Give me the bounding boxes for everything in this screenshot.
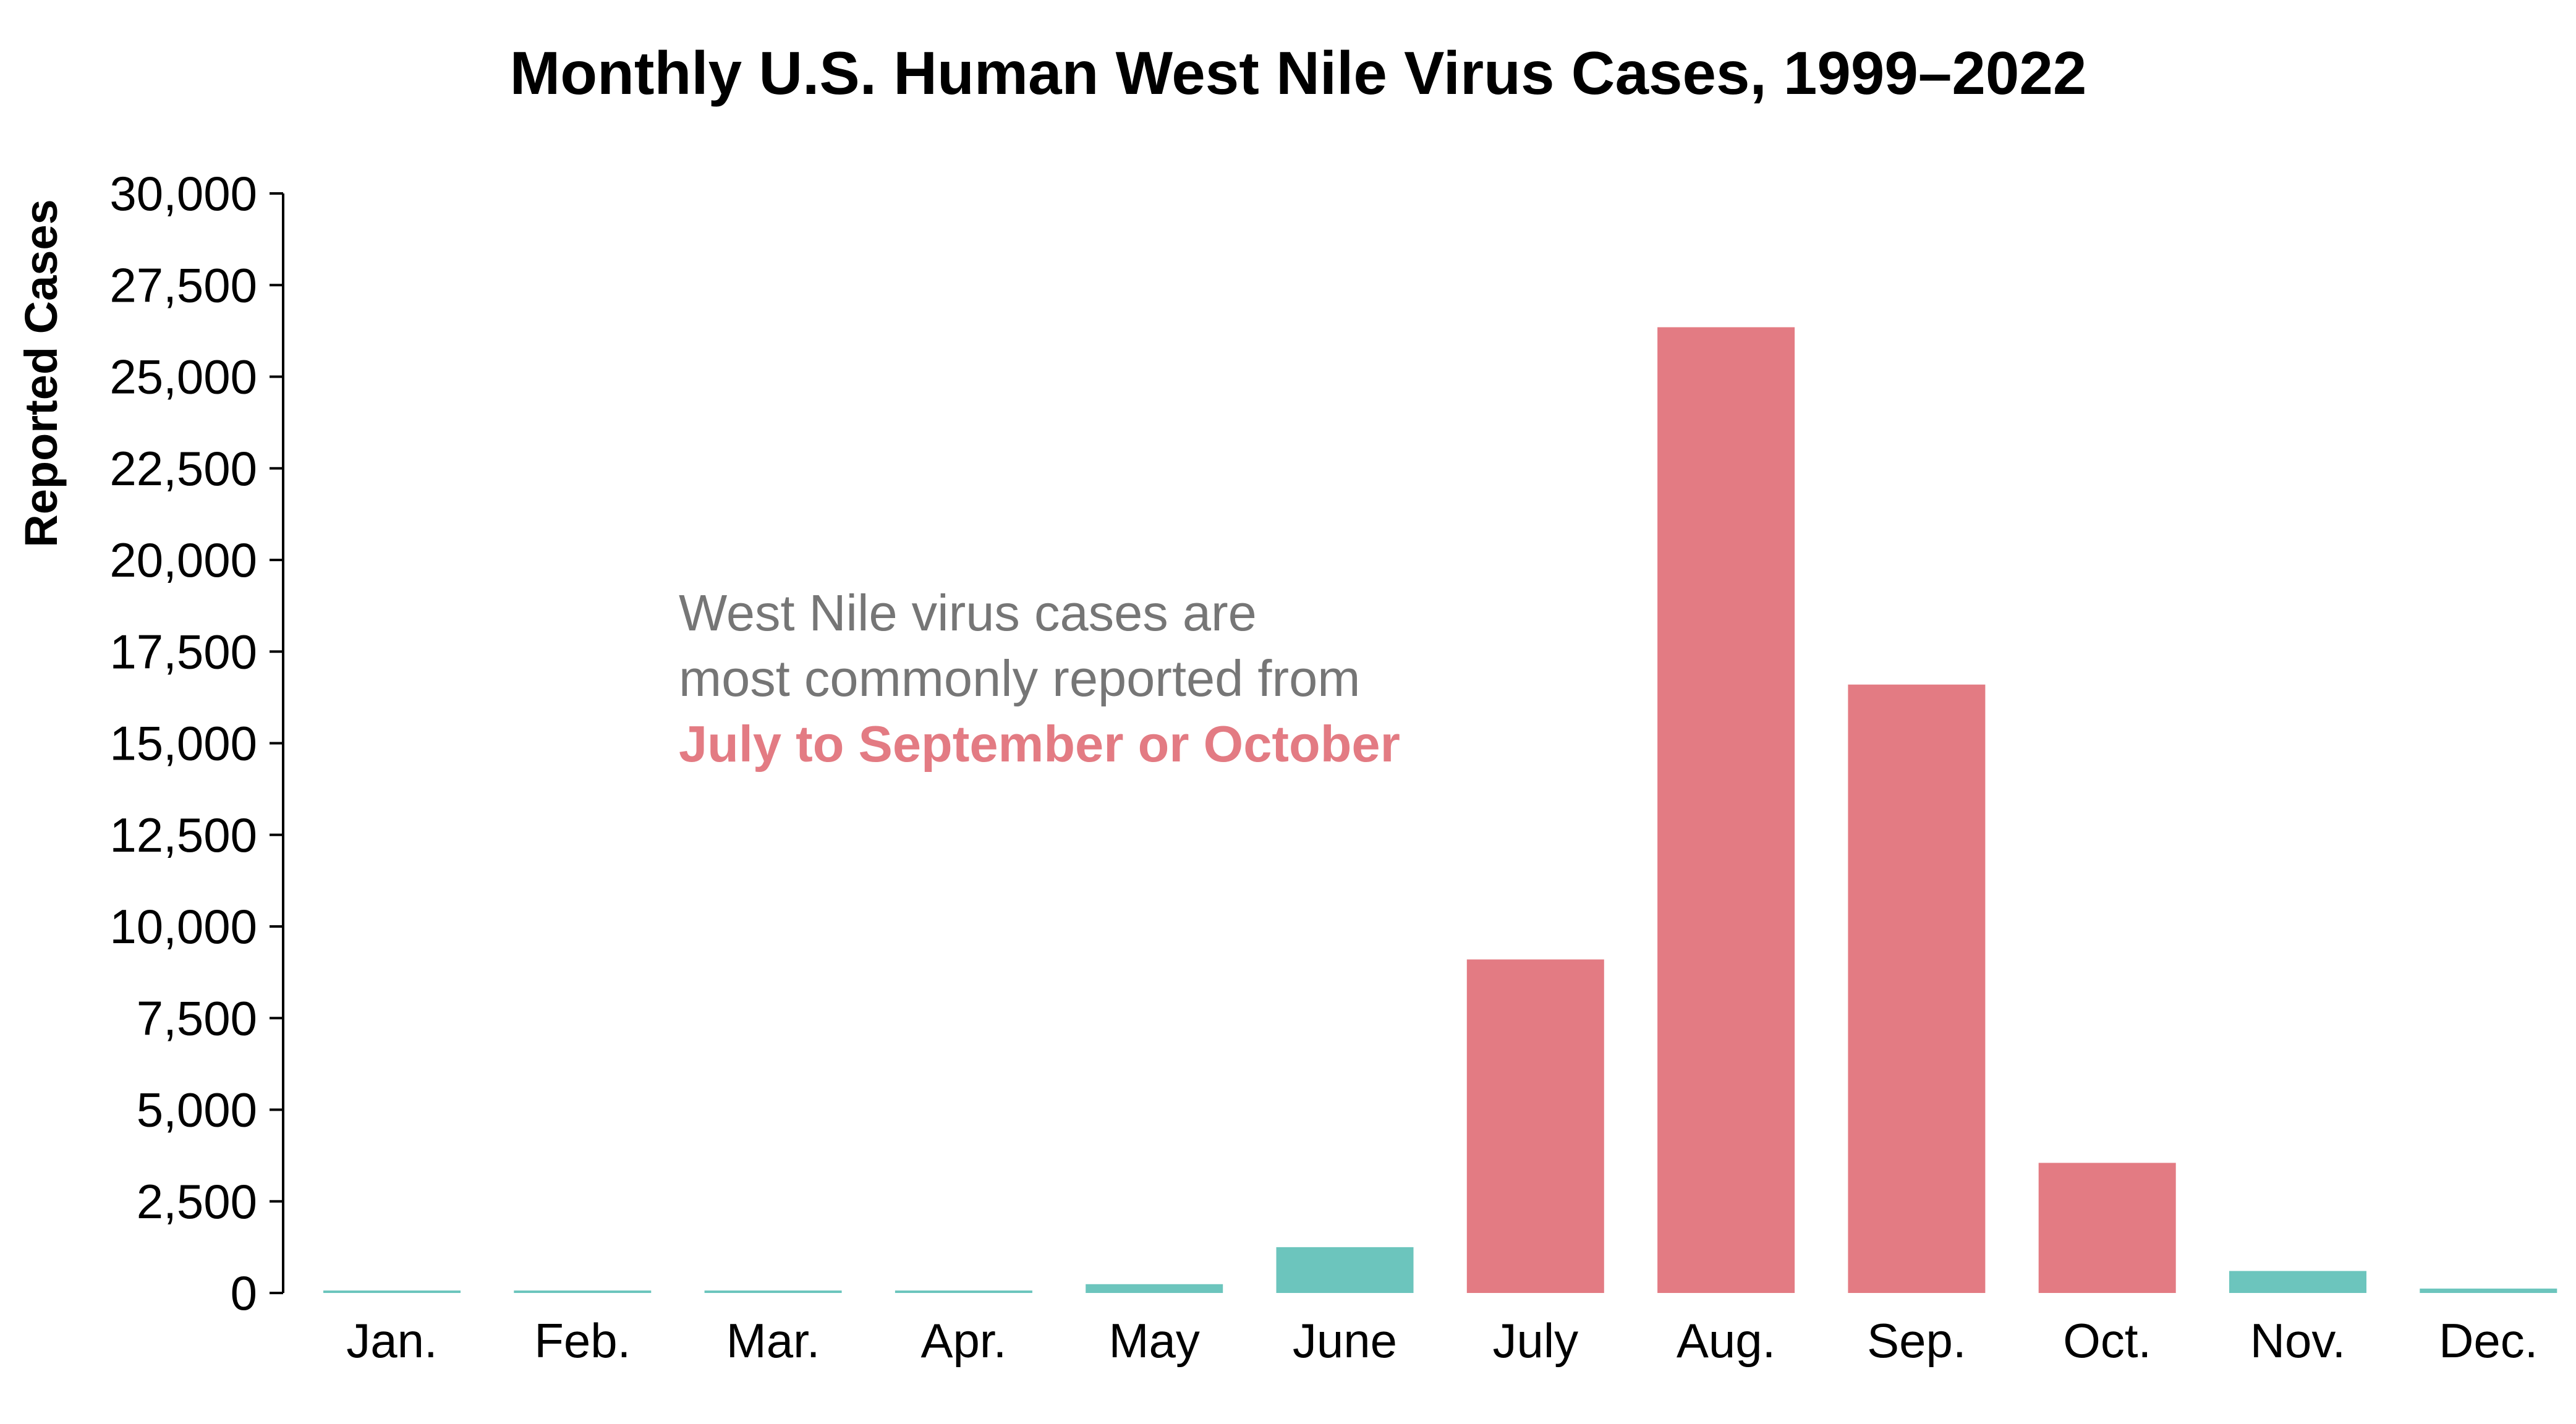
x-tick-label: Oct. <box>2063 1313 2151 1368</box>
bar-1 <box>323 1290 461 1293</box>
bar-5 <box>1086 1284 1223 1293</box>
y-axis-label: Reported Cases <box>15 199 67 547</box>
x-tick-label: June <box>1293 1313 1397 1368</box>
x-tick-label: Dec. <box>2439 1313 2538 1368</box>
x-tick-label: Apr. <box>921 1313 1007 1368</box>
bar-7 <box>1466 959 1604 1293</box>
y-tick-label: 27,500 <box>109 258 257 312</box>
x-tick-label: Jan. <box>346 1313 437 1368</box>
y-tick-label: 22,500 <box>109 441 257 496</box>
bar-2 <box>514 1290 652 1293</box>
x-tick-label: Feb. <box>534 1313 631 1368</box>
y-tick-label: 30,000 <box>109 166 257 221</box>
bar-4 <box>895 1290 1032 1293</box>
y-tick-label: 20,000 <box>109 533 257 587</box>
x-tick-label: Mar. <box>726 1313 820 1368</box>
y-tick-label: 17,500 <box>109 624 257 679</box>
y-tick-label: 12,500 <box>109 808 257 862</box>
annotation-highlight: July to September or October <box>679 715 1400 773</box>
bar-10 <box>2038 1163 2176 1293</box>
x-axis: Jan. Feb. Mar. Apr. May June July Aug. Sep. Oct. N… <box>346 1313 2538 1368</box>
y-axis: 0 2,500 5,000 7,500 10,000 12,500 15,000 17,500… <box>109 166 284 1320</box>
annotation-line-2: most commonly reported from <box>679 650 1360 707</box>
bar-9 <box>1848 684 1986 1293</box>
annotation: West Nile virus cases are most commonly … <box>679 584 1400 773</box>
bars <box>323 327 2557 1293</box>
x-tick-label: Aug. <box>1677 1313 1775 1368</box>
bar-6 <box>1276 1247 1414 1293</box>
chart-title: Monthly U.S. Human West Nile Virus Cases… <box>510 39 2087 107</box>
y-tick-label: 7,500 <box>137 991 257 1045</box>
y-tick-label: 2,500 <box>137 1174 257 1229</box>
y-tick-label: 25,000 <box>109 350 257 404</box>
y-tick-label: 15,000 <box>109 716 257 771</box>
x-tick-label: Sep. <box>1867 1313 1966 1368</box>
y-tick-label: 0 <box>231 1266 257 1320</box>
y-tick-label: 10,000 <box>109 899 257 954</box>
bar-11 <box>2229 1271 2366 1293</box>
bar-8 <box>1657 327 1795 1293</box>
x-tick-label: Nov. <box>2250 1313 2346 1368</box>
x-tick-label: July <box>1492 1313 1578 1368</box>
bar-3 <box>704 1290 842 1293</box>
y-tick-label: 5,000 <box>137 1083 257 1137</box>
bar-12 <box>2420 1288 2557 1293</box>
x-tick-label: May <box>1109 1313 1200 1368</box>
annotation-line-1: West Nile virus cases are <box>679 584 1257 642</box>
